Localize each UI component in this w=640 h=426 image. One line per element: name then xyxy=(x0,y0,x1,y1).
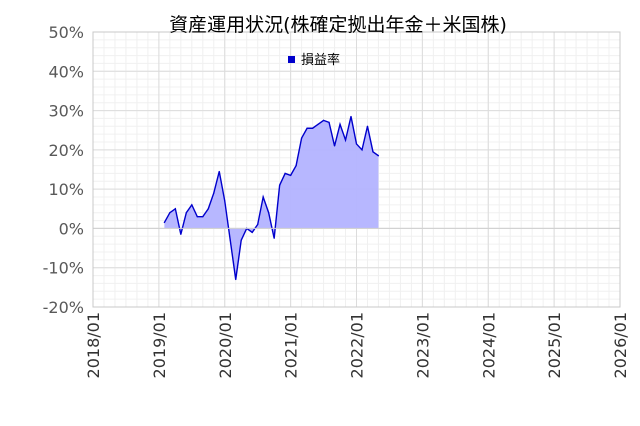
data-point xyxy=(279,184,281,186)
data-point xyxy=(180,233,182,235)
data-point xyxy=(185,212,187,214)
data-point xyxy=(361,149,363,151)
data-point xyxy=(218,170,220,173)
data-point xyxy=(301,137,303,139)
data-point xyxy=(333,145,336,147)
data-point xyxy=(372,151,374,153)
data-point xyxy=(169,212,171,214)
data-point xyxy=(328,121,330,123)
x-tick-label: 2022/01 xyxy=(348,312,367,378)
plot-frame xyxy=(92,31,621,308)
data-point xyxy=(366,125,369,127)
data-point xyxy=(344,139,347,141)
x-axis-ticks: 2018/01 2019/01 2020/01 2021/01 2022/01 2023/… xyxy=(84,312,630,378)
x-tick-label: 2021/01 xyxy=(282,312,301,378)
data-point xyxy=(213,192,215,194)
x-tick-label: 2019/01 xyxy=(150,312,169,378)
series-area xyxy=(164,116,379,280)
data-point xyxy=(224,200,226,202)
legend-marker xyxy=(288,56,295,63)
y-tick-label: 30% xyxy=(48,102,84,121)
x-tick-label: 2023/01 xyxy=(413,312,432,378)
data-point xyxy=(268,212,270,214)
y-tick-label: -10% xyxy=(43,259,84,278)
data-point xyxy=(317,123,319,125)
series-layer xyxy=(163,115,380,281)
chart-title: 資産運用状況(株確定拠出年金＋米国株) xyxy=(169,14,507,36)
data-point xyxy=(290,174,292,176)
data-point xyxy=(295,164,297,167)
y-tick-label: 0% xyxy=(59,219,84,238)
data-point xyxy=(311,127,314,129)
data-point xyxy=(235,278,237,281)
data-point xyxy=(240,239,242,241)
data-point xyxy=(229,239,231,241)
x-tick-label: 2026/01 xyxy=(611,312,630,378)
x-tick-label: 2018/01 xyxy=(84,312,103,378)
data-point xyxy=(191,204,193,206)
data-point xyxy=(377,155,380,157)
data-point xyxy=(322,119,325,121)
data-point xyxy=(207,208,209,210)
data-point xyxy=(163,221,165,224)
data-point xyxy=(284,172,286,175)
data-point xyxy=(339,123,341,125)
data-point xyxy=(273,237,275,239)
x-tick-label: 2020/01 xyxy=(216,312,235,378)
data-point xyxy=(251,231,253,233)
data-point xyxy=(196,216,198,218)
y-tick-label: 10% xyxy=(48,180,84,199)
y-tick-label: 20% xyxy=(48,141,84,160)
y-tick-label: 40% xyxy=(48,62,84,81)
data-point xyxy=(350,115,352,118)
data-point xyxy=(174,208,176,210)
y-tick-label: -20% xyxy=(43,298,84,317)
x-tick-label: 2025/01 xyxy=(545,312,564,378)
series-line xyxy=(163,116,379,280)
legend: 損益率 xyxy=(288,52,340,68)
data-point xyxy=(257,223,259,226)
data-point xyxy=(306,127,308,129)
data-point xyxy=(355,143,358,145)
data-point xyxy=(262,196,264,198)
legend-label: 損益率 xyxy=(301,52,340,68)
x-tick-label: 2024/01 xyxy=(479,312,498,378)
y-tick-label: 50% xyxy=(48,23,84,42)
y-axis-ticks: -20% -10% 0% 10% 20% 30% 40% 50% xyxy=(43,23,84,317)
data-point xyxy=(202,216,204,218)
